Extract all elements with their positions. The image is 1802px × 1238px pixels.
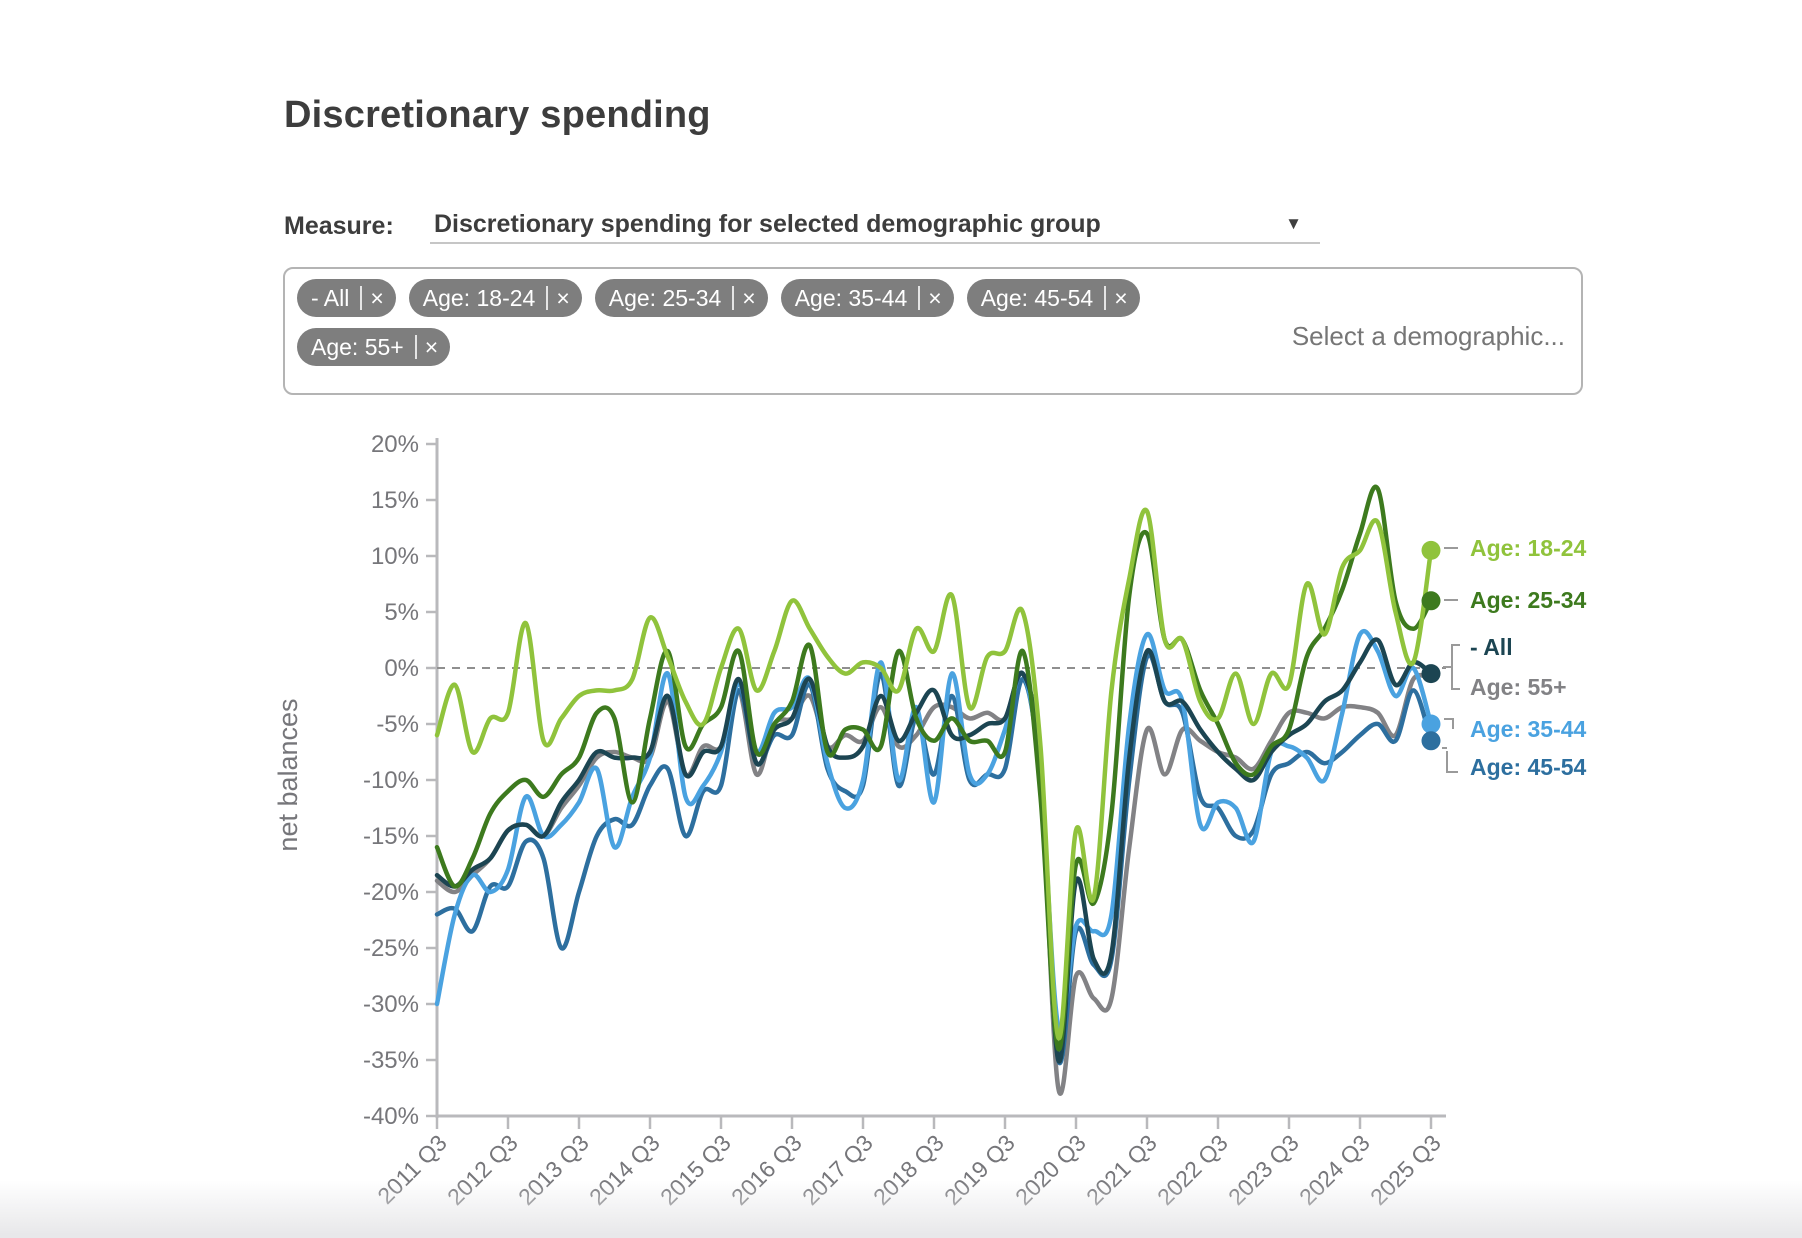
y-tick-label: -25% <box>363 935 419 962</box>
y-tick-label: -15% <box>363 823 419 850</box>
y-tick-label: -10% <box>363 767 419 794</box>
chip-remove-icon[interactable]: × <box>424 333 439 360</box>
chip-remove-icon[interactable]: × <box>742 284 756 311</box>
series-end-dot <box>1421 731 1441 751</box>
y-tick-label: -20% <box>363 879 419 906</box>
measure-label: Measure: <box>284 212 394 240</box>
chip-divider <box>360 286 363 310</box>
filter-chip-label: Age: 55+ <box>311 333 404 360</box>
measure-select-value: Discretionary spending for selected demo… <box>434 210 1101 238</box>
legend-item: Age: 45-54 <box>1470 754 1587 780</box>
filter-chip-label: Age: 35-44 <box>794 284 908 311</box>
y-tick-label: 10% <box>371 543 419 570</box>
filter-chip-label: - All <box>311 284 350 311</box>
filter-chip[interactable]: Age: 25-34 × <box>594 279 768 317</box>
legend-item: Age: 25-34 <box>1470 587 1587 613</box>
chip-remove-icon[interactable]: × <box>556 284 570 311</box>
bottom-fade <box>0 1180 1802 1238</box>
series-end-dot <box>1421 714 1441 734</box>
chevron-down-icon: ▼ <box>1285 214 1302 233</box>
chip-divider <box>1104 286 1107 310</box>
filter-chip[interactable]: Age: 35-44 × <box>780 279 954 317</box>
selected-demographic-chips: - All × Age: 18-24 × Age: 25-34 × Age: 35-44 × A… <box>297 279 1277 366</box>
series-end-dot <box>1421 664 1441 684</box>
chip-divider <box>546 286 549 310</box>
legend-item: Age: 55+ <box>1470 674 1567 700</box>
filter-chip-label: Age: 18-24 <box>422 284 536 311</box>
filter-chip[interactable]: Age: 55+ × <box>297 328 451 366</box>
y-tick-label: -5% <box>376 711 419 738</box>
filter-chip-label: Age: 25-34 <box>608 284 722 311</box>
filter-chip[interactable]: - All × <box>297 279 396 317</box>
y-tick-label: -30% <box>363 991 419 1018</box>
measure-select[interactable]: Discretionary spending for selected demo… <box>430 208 1320 244</box>
chip-divider <box>414 335 417 359</box>
legend-item: Age: 18-24 <box>1470 535 1587 561</box>
y-tick-label: -35% <box>363 1047 419 1074</box>
chip-divider <box>918 286 921 310</box>
y-tick-label: 0% <box>384 655 419 682</box>
chip-remove-icon[interactable]: × <box>370 284 384 311</box>
page-title: Discretionary spending <box>284 94 711 136</box>
series-line <box>434 628 1434 1033</box>
y-tick-label: 20% <box>371 431 419 458</box>
series-end-dot <box>1421 591 1441 611</box>
demographic-search-input[interactable]: Select a demographic... <box>1291 321 1565 351</box>
series-line <box>434 670 1434 1096</box>
chip-divider <box>732 286 735 310</box>
filter-chip[interactable]: Age: 18-24 × <box>408 279 582 317</box>
y-tick-label: 15% <box>371 487 419 514</box>
series-end-dot <box>1421 540 1441 560</box>
filter-chip-label: Age: 45-54 <box>980 284 1094 311</box>
series-line <box>434 637 1434 1064</box>
legend-item: - All <box>1470 634 1513 660</box>
y-tick-label: 5% <box>384 599 419 626</box>
chip-remove-icon[interactable]: × <box>928 284 942 311</box>
y-axis-label: net balances <box>273 698 303 851</box>
demographic-filter-box[interactable]: - All × Age: 18-24 × Age: 25-34 × Age: 35-44 × A… <box>283 267 1583 395</box>
legend-item: Age: 35-44 <box>1470 716 1587 742</box>
y-tick-label: -40% <box>363 1103 419 1130</box>
series-line <box>434 484 1434 1052</box>
filter-chip[interactable]: Age: 45-54 × <box>966 279 1140 317</box>
series-line <box>434 652 1434 1066</box>
series-line <box>434 507 1434 1041</box>
chip-remove-icon[interactable]: × <box>1114 284 1128 311</box>
